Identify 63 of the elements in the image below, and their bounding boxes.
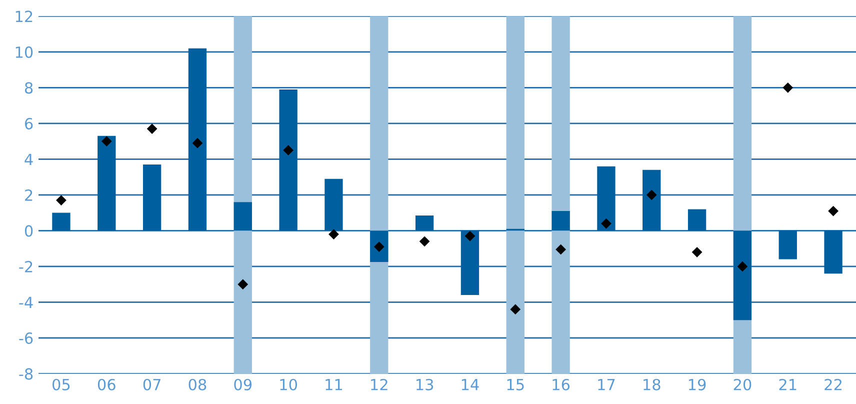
x-tick-label: 11	[326, 379, 342, 390]
point	[238, 279, 248, 290]
x-tick-label: 20	[734, 378, 752, 390]
x-tick-label: 08	[188, 378, 206, 390]
y-tick-label: 4	[24, 154, 33, 165]
point	[601, 218, 612, 229]
point	[419, 236, 430, 247]
x-tick-label: 22	[824, 378, 842, 390]
y-tick-label: 8	[24, 82, 33, 94]
bar	[188, 48, 207, 231]
bar	[142, 164, 162, 231]
point	[646, 190, 657, 200]
bar	[370, 230, 388, 262]
bar	[778, 230, 797, 260]
y-tick-label: 6	[25, 118, 33, 130]
bar	[324, 178, 343, 231]
x-tick-label: 18	[644, 378, 660, 390]
bar	[552, 211, 570, 231]
point	[464, 230, 476, 242]
point	[737, 261, 748, 272]
x-tick-label: 06	[98, 378, 116, 390]
y-tick-label: 0	[24, 225, 33, 237]
bar	[460, 230, 480, 296]
bar	[234, 202, 252, 231]
x-tick-label: 07	[143, 378, 160, 390]
point	[56, 195, 66, 206]
point	[146, 124, 158, 134]
bar	[415, 215, 434, 231]
x-tick-label: 09	[234, 378, 252, 390]
x-tick-label: 21	[779, 378, 796, 390]
x-tick-label: 15	[507, 379, 524, 390]
bar	[824, 230, 842, 274]
x-tick-label: 17	[598, 379, 615, 390]
x-tick-label: 12	[371, 378, 388, 390]
bar	[597, 166, 616, 231]
point	[692, 246, 702, 258]
bar	[279, 89, 298, 231]
x-tick-label: 14	[462, 379, 479, 390]
bar	[688, 209, 706, 231]
x-tick-label: 13	[416, 378, 434, 390]
point	[101, 136, 112, 146]
point	[192, 138, 203, 148]
y-tick-label: 10	[16, 46, 33, 58]
x-tick-label: 05	[52, 378, 70, 390]
point	[782, 82, 794, 93]
y-tick-label: 12	[16, 10, 32, 22]
point	[510, 304, 521, 315]
y-tick-label: -4	[19, 296, 33, 308]
y-tick-label: -6	[19, 332, 33, 344]
y-tick-label: 2	[25, 189, 32, 201]
point	[328, 229, 339, 240]
bar	[733, 230, 752, 320]
x-tick-label: 16	[552, 378, 570, 390]
point	[828, 206, 838, 216]
bar	[52, 212, 70, 231]
x-tick-label: 19	[689, 378, 706, 390]
y-tick-label: -8	[19, 368, 33, 380]
point	[283, 145, 294, 156]
point	[556, 244, 566, 255]
bar	[98, 136, 116, 231]
y-tick-label: -2	[19, 260, 32, 272]
x-tick-label: 10	[280, 378, 298, 390]
bar	[642, 170, 661, 231]
